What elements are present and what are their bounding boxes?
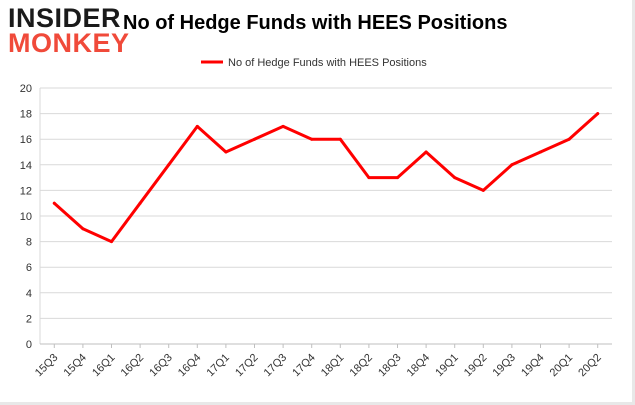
- data-point: [453, 176, 457, 180]
- x-tick-label: 16Q4: [176, 352, 204, 380]
- data-point: [167, 163, 171, 167]
- y-tick-18: 18: [20, 109, 32, 121]
- x-tick-16Q2: 16Q2: [119, 352, 147, 380]
- x-axis: 15Q3 15Q4 16Q1 16Q2 16Q3 16Q4 17Q1 17Q2 17Q3 17Q4…: [33, 343, 612, 380]
- data-point: [567, 137, 571, 141]
- data-point: [396, 176, 399, 180]
- y-tick-4: 4: [26, 288, 32, 300]
- x-tick-17Q3: 17Q3: [262, 352, 290, 380]
- x-tick-17Q2: 17Q2: [233, 352, 261, 380]
- y-tick-10: 10: [20, 211, 32, 223]
- y-tick-label: 0: [26, 339, 32, 351]
- y-tick-20: 20: [20, 83, 32, 95]
- x-tick-18Q3: 18Q3: [376, 352, 404, 380]
- x-tick-label: 19Q2: [462, 352, 490, 380]
- y-tick-16: 16: [20, 134, 32, 146]
- y-tick-6: 6: [26, 262, 32, 274]
- x-tick-label: 20Q1: [548, 352, 576, 380]
- data-point: [596, 112, 600, 116]
- data-point: [81, 227, 85, 231]
- data-point: [52, 201, 56, 205]
- x-tick-label: 17Q2: [233, 352, 261, 380]
- insider-monkey-logo: INSIDER MONKEY: [8, 5, 130, 57]
- y-tick-12: 12: [20, 185, 32, 197]
- y-tick-label: 6: [26, 262, 32, 274]
- legend: No of Hedge Funds with HEES Positions: [201, 57, 427, 69]
- y-tick-label: 18: [20, 109, 32, 121]
- x-tick-label: 15Q4: [61, 352, 89, 380]
- x-tick-label: 20Q2: [576, 352, 604, 380]
- x-tick-label: 18Q4: [405, 352, 433, 380]
- y-tick-label: 8: [26, 237, 32, 249]
- y-tick-2: 2: [26, 313, 32, 325]
- y-tick-label: 16: [20, 134, 32, 146]
- y-tick-0: 0: [26, 339, 32, 351]
- data-point: [110, 240, 113, 244]
- x-tick-18Q4: 18Q4: [405, 352, 433, 380]
- data-point: [481, 188, 485, 192]
- x-tick-label: 18Q1: [319, 352, 347, 380]
- x-tick-20Q1: 20Q1: [548, 352, 576, 380]
- data-point: [338, 137, 342, 141]
- data-point: [224, 150, 228, 154]
- x-tick-label: 18Q3: [376, 352, 404, 380]
- data-point: [195, 124, 199, 128]
- y-tick-label: 12: [20, 185, 32, 197]
- x-tick-19Q1: 19Q1: [433, 352, 461, 380]
- x-tick-label: 15Q3: [33, 352, 61, 380]
- x-tick-label: 19Q4: [519, 352, 547, 380]
- data-point: [367, 176, 371, 180]
- x-tick-label: 17Q1: [204, 352, 232, 380]
- x-tick-20Q2: 20Q2: [576, 352, 604, 380]
- x-tick-18Q2: 18Q2: [347, 352, 375, 380]
- x-tick-17Q4: 17Q4: [290, 352, 318, 380]
- y-axis: 0 2 4 6 8 10 12 14 16 18 20: [20, 83, 41, 351]
- series-group: [52, 112, 600, 244]
- data-point: [424, 150, 428, 154]
- gridlines: [40, 87, 612, 345]
- x-tick-15Q4: 15Q4: [61, 352, 89, 380]
- y-tick-label: 4: [26, 288, 32, 300]
- x-tick-label: 17Q4: [290, 352, 318, 380]
- data-point: [310, 137, 314, 141]
- x-tick-label: 16Q2: [119, 352, 147, 380]
- x-tick-16Q3: 16Q3: [147, 352, 175, 380]
- x-tick-label: 19Q3: [490, 352, 518, 380]
- data-point: [253, 137, 256, 141]
- x-tick-label: 17Q3: [262, 352, 290, 380]
- logo-text-top: INSIDER: [8, 3, 122, 33]
- x-tick-18Q1: 18Q1: [319, 352, 347, 380]
- x-tick-19Q3: 19Q3: [490, 352, 518, 380]
- y-tick-8: 8: [26, 237, 32, 249]
- data-point: [138, 201, 142, 205]
- x-tick-16Q4: 16Q4: [176, 352, 204, 380]
- x-tick-label: 16Q1: [90, 352, 118, 380]
- x-tick-19Q4: 19Q4: [519, 352, 547, 380]
- y-tick-label: 2: [26, 313, 32, 325]
- y-tick-label: 10: [20, 211, 32, 223]
- data-point: [539, 150, 542, 154]
- x-tick-15Q3: 15Q3: [33, 352, 61, 380]
- y-tick-label: 20: [20, 83, 32, 95]
- x-tick-label: 19Q1: [433, 352, 461, 380]
- y-tick-label: 14: [20, 160, 32, 172]
- x-tick-16Q1: 16Q1: [90, 352, 118, 380]
- y-tick-14: 14: [20, 160, 32, 172]
- series-line-0: [52, 112, 600, 244]
- chart-title: No of Hedge Funds with HEES Positions: [123, 12, 508, 34]
- x-tick-17Q1: 17Q1: [204, 352, 232, 380]
- logo-text-bottom: MONKEY: [8, 28, 130, 58]
- x-tick-19Q2: 19Q2: [462, 352, 490, 380]
- x-tick-label: 18Q2: [347, 352, 375, 380]
- data-point: [510, 163, 514, 167]
- legend-label: No of Hedge Funds with HEES Positions: [228, 57, 427, 69]
- data-point: [281, 124, 285, 128]
- x-tick-label: 16Q3: [147, 352, 175, 380]
